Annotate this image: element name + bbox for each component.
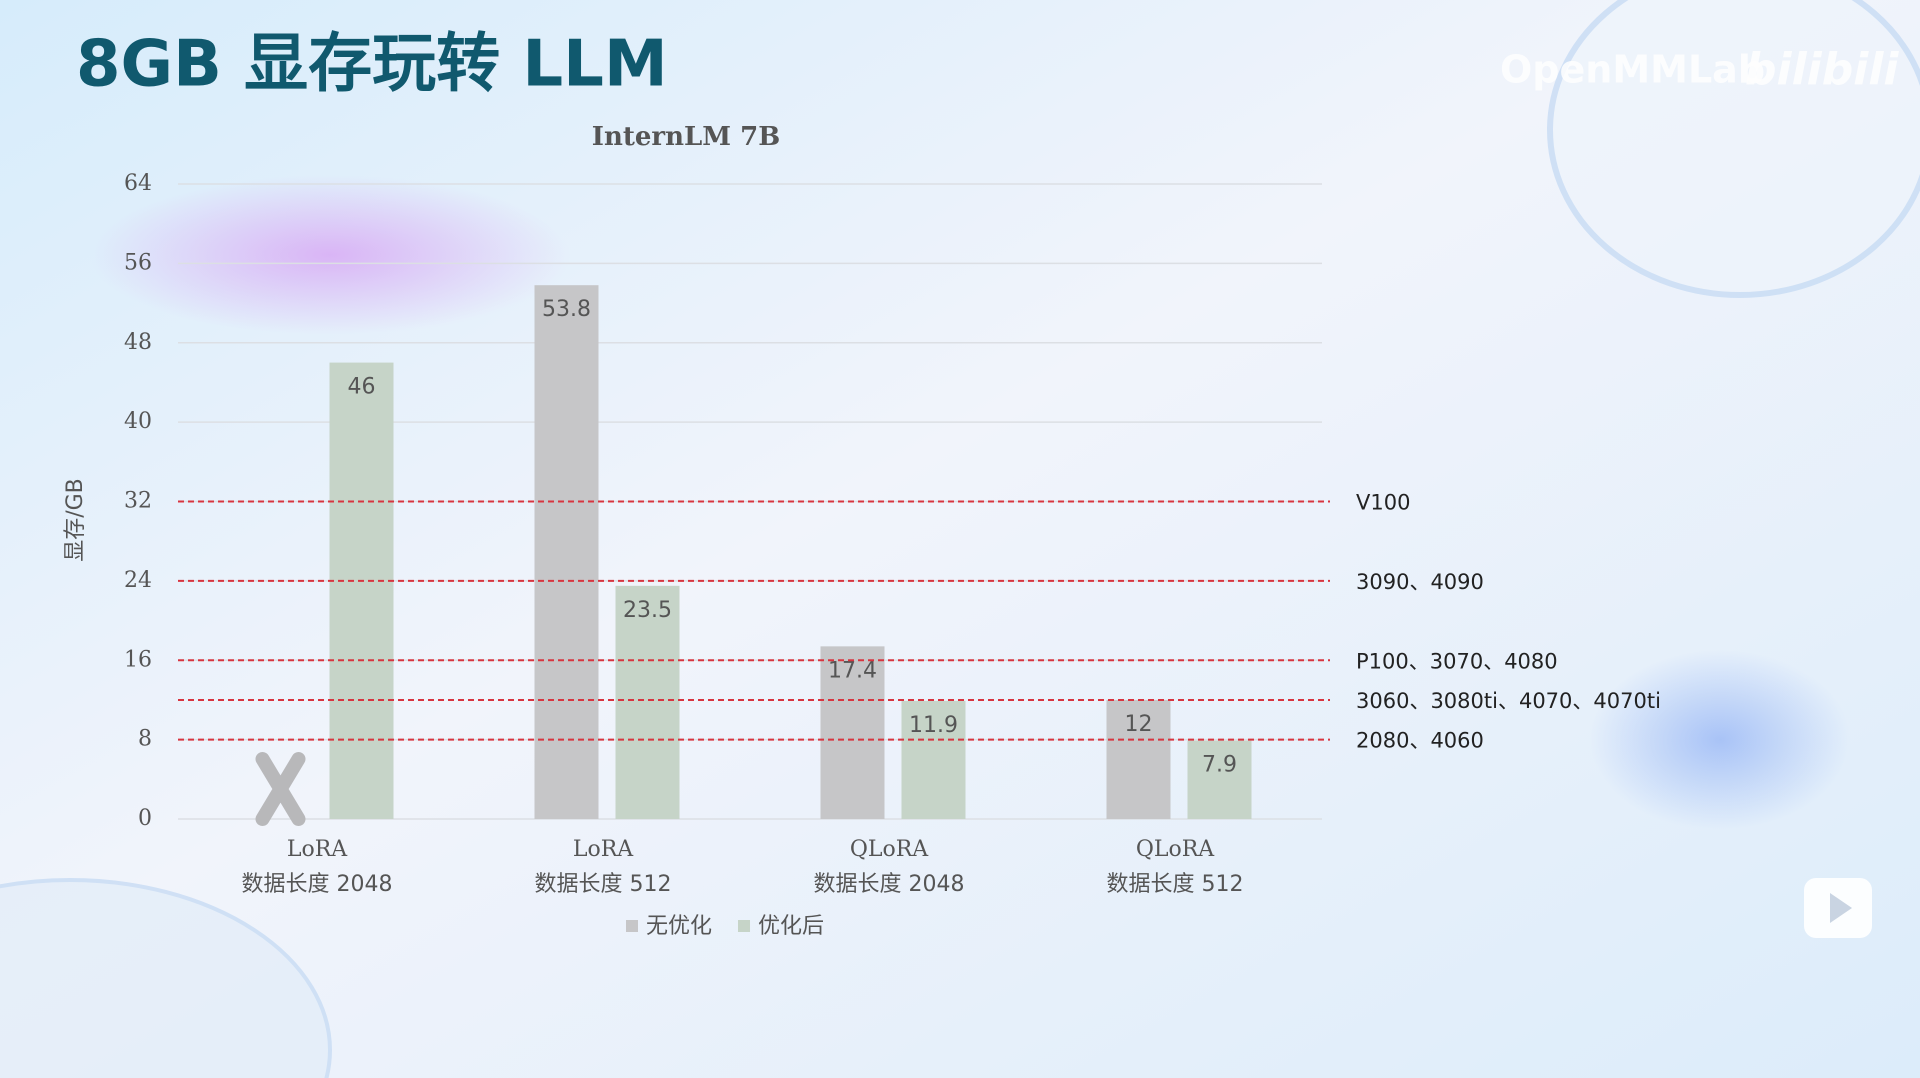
data-label: 53.8 [542,297,591,322]
y-tick-label: 0 [138,806,152,831]
data-label: 7.9 [1202,753,1237,778]
reference-label: P100、3070、4080 [1356,649,1558,673]
legend-label[interactable]: 无优化 [646,914,712,939]
bar [901,700,966,819]
y-tick-label: 48 [124,330,152,355]
reference-label: V100 [1356,491,1410,515]
x-tick-label: LoRA [287,837,348,862]
reference-label: 3090、4090 [1356,570,1484,594]
bar [1106,699,1171,819]
y-tick-label: 40 [124,409,152,434]
decor [1590,650,1850,830]
y-tick-label: 56 [124,250,152,275]
data-label: 46 [348,375,376,400]
watermark-logo: bilibili [1745,44,1899,95]
bar [820,646,885,819]
legend-swatch [738,920,751,932]
page-title: 8GB 显存玩转 LLM [76,28,668,102]
data-label: 17.4 [828,658,877,683]
play-icon-glyph [1830,893,1852,923]
x-tick-label: QLoRA [850,837,929,862]
bar [534,285,599,819]
reference-label: 2080、4060 [1356,729,1484,753]
data-label: 12 [1125,712,1153,737]
y-tick-label: 64 [124,171,152,196]
x-tick-label: 数据长度 2048 [814,872,965,897]
y-axis-label: 显存/GB [63,478,88,562]
decor [0,878,332,1078]
bar [1187,740,1252,819]
y-tick-label: 24 [124,568,152,593]
y-tick-label: 8 [138,727,152,752]
bar [615,585,680,819]
x-tick-label: 数据长度 512 [1107,872,1244,897]
legend-label[interactable]: 优化后 [758,914,824,939]
decor [90,175,570,335]
y-tick-label: 32 [124,489,152,514]
reference-label: 3060、3080ti、4070、4070ti [1356,689,1661,713]
unavailable-mark [255,752,306,826]
x-tick-label: LoRA [573,837,634,862]
x-tick-label: 数据长度 2048 [242,872,393,897]
x-tick-label: 数据长度 512 [535,872,672,897]
data-label: 11.9 [909,713,958,738]
data-label: 23.5 [623,598,672,623]
watermark: OpenMMLab [1500,48,1765,92]
x-tick-label: QLoRA [1136,837,1215,862]
legend-swatch [626,920,638,932]
decor [1547,0,1920,298]
chart-title: InternLM 7B [592,122,780,152]
y-tick-label: 16 [124,647,152,672]
bar [329,362,394,819]
